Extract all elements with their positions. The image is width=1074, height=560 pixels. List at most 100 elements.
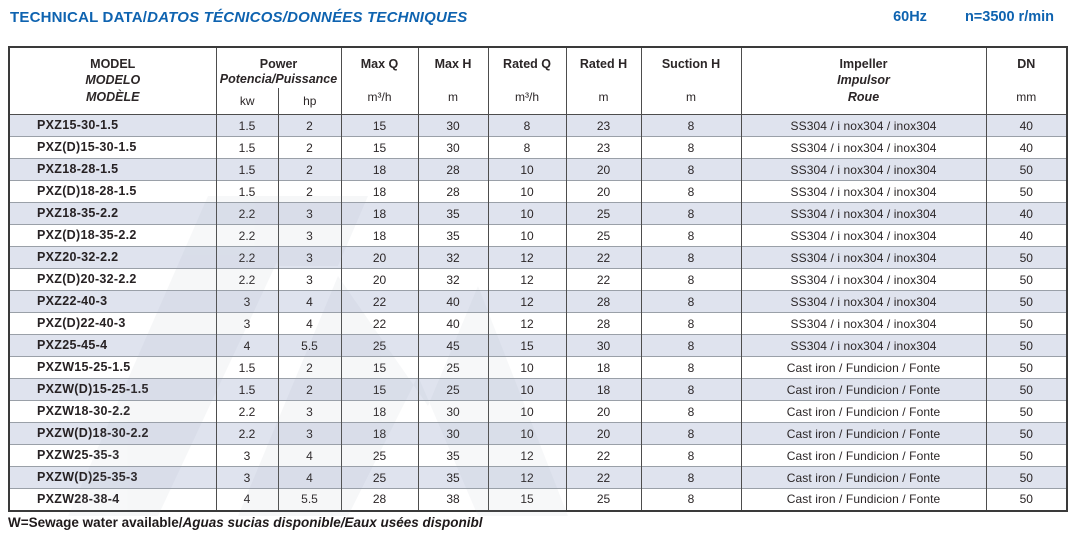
power-hp-cell: 5.5 (277, 334, 342, 357)
max-q-cell: 15 (340, 356, 419, 379)
rated-h-cell: 25 (565, 202, 642, 225)
rated-q-cell: 10 (487, 224, 567, 247)
rated-q-cell: 12 (487, 312, 567, 335)
table-row: PXZ18-28-1.5 1.5 2 18 28 10 20 8 SS304 / i nox30… (9, 158, 1068, 181)
rated-q-cell: 12 (487, 466, 567, 489)
suction-h-cell: 8 (640, 224, 742, 247)
max-h-cell: 30 (417, 422, 489, 445)
dn-cell: 50 (985, 400, 1068, 423)
max-h-cell: 30 (417, 114, 489, 137)
power-kw-cell: 2.2 (215, 268, 278, 291)
table-body: PXZ15-30-1.5 1.5 2 15 30 8 23 8 SS304 / i nox304… (9, 114, 1068, 511)
footnote-translations: Aguas sucias disponible/Eaux usées dispo… (182, 514, 483, 530)
power-kw-cell: 2.2 (215, 246, 278, 269)
rated-h-label: Rated H (579, 57, 628, 71)
rated-h-cell: 25 (565, 224, 642, 247)
column-header-max-q: Max Q m³/h (340, 47, 419, 115)
suction-h-cell: 8 (640, 444, 742, 467)
impeller-cell: Cast iron / Fundicion / Fonte (740, 400, 987, 423)
rated-q-unit: m³/h (515, 90, 540, 105)
page-title-en: TECHNICAL DATA/ (10, 9, 148, 26)
dn-cell: 50 (985, 180, 1068, 203)
model-cell: PXZ15-30-1.5 (9, 114, 216, 137)
power-unit-kw: kw (239, 93, 255, 108)
model-cell: PXZ(D)18-35-2.2 (9, 224, 216, 247)
impeller-cell: Cast iron / Fundicion / Fonte (740, 444, 987, 467)
model-cell: PXZ25-45-4 (9, 334, 216, 357)
dn-cell: 50 (985, 356, 1068, 379)
rated-q-label: Rated Q (503, 57, 551, 71)
suction-h-cell: 8 (640, 290, 742, 313)
impeller-label-fr: Roue (847, 89, 880, 104)
power-kw-cell: 4 (215, 334, 278, 357)
max-q-cell: 22 (340, 290, 419, 313)
suction-h-cell: 8 (640, 312, 742, 335)
column-header-impeller: Impeller Impulsor Roue (740, 47, 987, 115)
max-h-cell: 35 (417, 444, 489, 467)
max-q-cell: 25 (340, 334, 419, 357)
rated-q-cell: 10 (487, 356, 567, 379)
model-cell: PXZW28-38-4 (9, 488, 216, 511)
max-q-cell: 18 (340, 400, 419, 423)
power-hp-cell: 3 (277, 422, 342, 445)
impeller-cell: Cast iron / Fundicion / Fonte (740, 356, 987, 379)
rated-q-cell: 10 (487, 400, 567, 423)
rated-q-cell: 12 (487, 290, 567, 313)
power-hp-cell: 3 (277, 202, 342, 225)
rated-h-cell: 18 (565, 378, 642, 401)
column-header-dn: DN mm (985, 47, 1068, 115)
dn-cell: 50 (985, 334, 1068, 357)
max-h-cell: 25 (417, 378, 489, 401)
model-cell: PXZW(D)15-25-1.5 (9, 378, 216, 401)
impeller-cell: SS304 / i nox304 / inox304 (740, 158, 987, 181)
power-kw-cell: 1.5 (215, 180, 278, 203)
table-row: PXZ22-40-3 3 4 22 40 12 28 8 SS304 / i nox304 / … (9, 290, 1068, 313)
rated-h-cell: 28 (565, 290, 642, 313)
suction-h-cell: 8 (640, 488, 742, 511)
table-row: PXZ25-45-4 4 5.5 25 45 15 30 8 SS304 / i nox304 … (9, 334, 1068, 357)
max-q-cell: 18 (340, 422, 419, 445)
model-cell: PXZW25-35-3 (9, 444, 216, 467)
rated-h-unit: m (598, 90, 609, 105)
rated-h-cell: 22 (565, 246, 642, 269)
max-h-cell: 30 (417, 136, 489, 159)
impeller-label-en: Impeller (839, 57, 888, 72)
model-label-en: MODEL (90, 57, 136, 72)
page-header: TECHNICAL DATA/DATOS TÉCNICOS/DONNÉES TE… (0, 0, 1074, 26)
power-hp-cell: 4 (277, 290, 342, 313)
power-kw-cell: 1.5 (215, 356, 278, 379)
max-q-cell: 20 (340, 246, 419, 269)
rated-h-cell: 23 (565, 136, 642, 159)
max-h-cell: 35 (417, 466, 489, 489)
table-row: PXZW(D)18-30-2.2 2.2 3 18 30 10 20 8 Cast iron /… (9, 422, 1068, 445)
max-h-cell: 28 (417, 158, 489, 181)
dn-cell: 50 (985, 158, 1068, 181)
model-cell: PXZ22-40-3 (9, 290, 216, 313)
dn-cell: 40 (985, 202, 1068, 225)
max-q-cell: 25 (340, 444, 419, 467)
model-label-es: MODELO (85, 73, 141, 88)
dn-cell: 50 (985, 488, 1068, 511)
impeller-cell: SS304 / i nox304 / inox304 (740, 202, 987, 225)
suction-h-cell: 8 (640, 246, 742, 269)
power-kw-cell: 2.2 (215, 400, 278, 423)
rated-q-cell: 12 (487, 268, 567, 291)
power-kw-cell: 2.2 (215, 422, 278, 445)
rated-q-cell: 10 (487, 422, 567, 445)
rated-h-cell: 18 (565, 356, 642, 379)
page-title-translations: DATOS TÉCNICOS/DONNÉES TECHNIQUES (147, 9, 468, 26)
table-row: PXZW18-30-2.2 2.2 3 18 30 10 20 8 Cast iron / Fu… (9, 400, 1068, 423)
model-cell: PXZW15-25-1.5 (9, 356, 216, 379)
impeller-label-es: Impulsor (837, 73, 890, 88)
power-hp-cell: 4 (277, 444, 342, 467)
model-cell: PXZ18-28-1.5 (9, 158, 216, 181)
dn-cell: 50 (985, 378, 1068, 401)
power-hp-cell: 4 (277, 312, 342, 335)
model-cell: PXZ(D)22-40-3 (9, 312, 216, 335)
rated-h-cell: 28 (565, 312, 642, 335)
model-cell: PXZ18-35-2.2 (9, 202, 216, 225)
suction-h-cell: 8 (640, 356, 742, 379)
column-header-rated-h: Rated H m (565, 47, 642, 115)
power-kw-cell: 1.5 (215, 136, 278, 159)
rated-h-cell: 22 (565, 466, 642, 489)
